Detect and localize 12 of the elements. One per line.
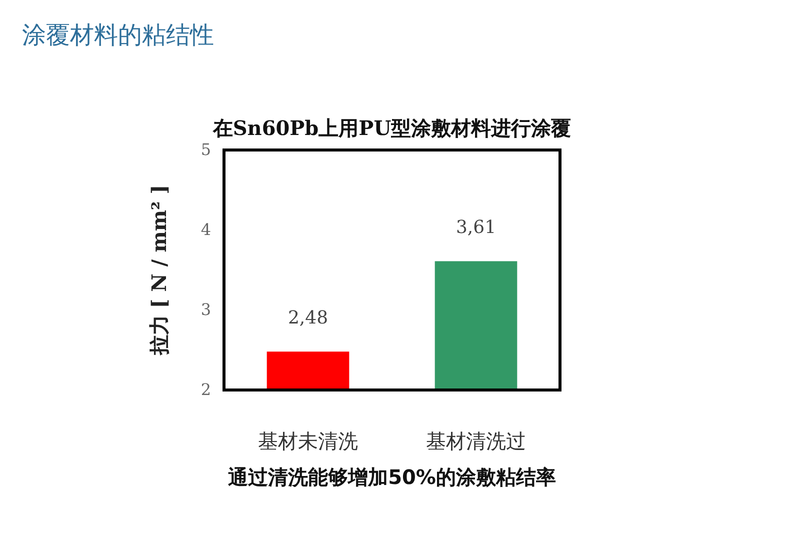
y-tick-label: 5 xyxy=(200,140,212,159)
chart-subtitle: 在Sn60Pb上用PU型涂敷材料进行涂覆 xyxy=(212,116,572,140)
chart-title: 涂覆材料的粘结性 xyxy=(22,21,214,49)
text: 通过清洗能够增加50%的涂敷粘结率 xyxy=(227,465,556,489)
x-tick-label: 基材未清洗 xyxy=(258,429,358,453)
y-tick-label: 4 xyxy=(200,220,212,239)
x-tick-label: 基材清洗过 xyxy=(426,429,526,453)
y-tick-label: 2 xyxy=(200,380,212,399)
data-label: 3,61 xyxy=(456,217,496,238)
data-label: 2,48 xyxy=(288,308,328,329)
y-axis-title: 拉力 [ N / mm² ] xyxy=(147,184,171,356)
y-tick-label: 3 xyxy=(200,300,212,319)
